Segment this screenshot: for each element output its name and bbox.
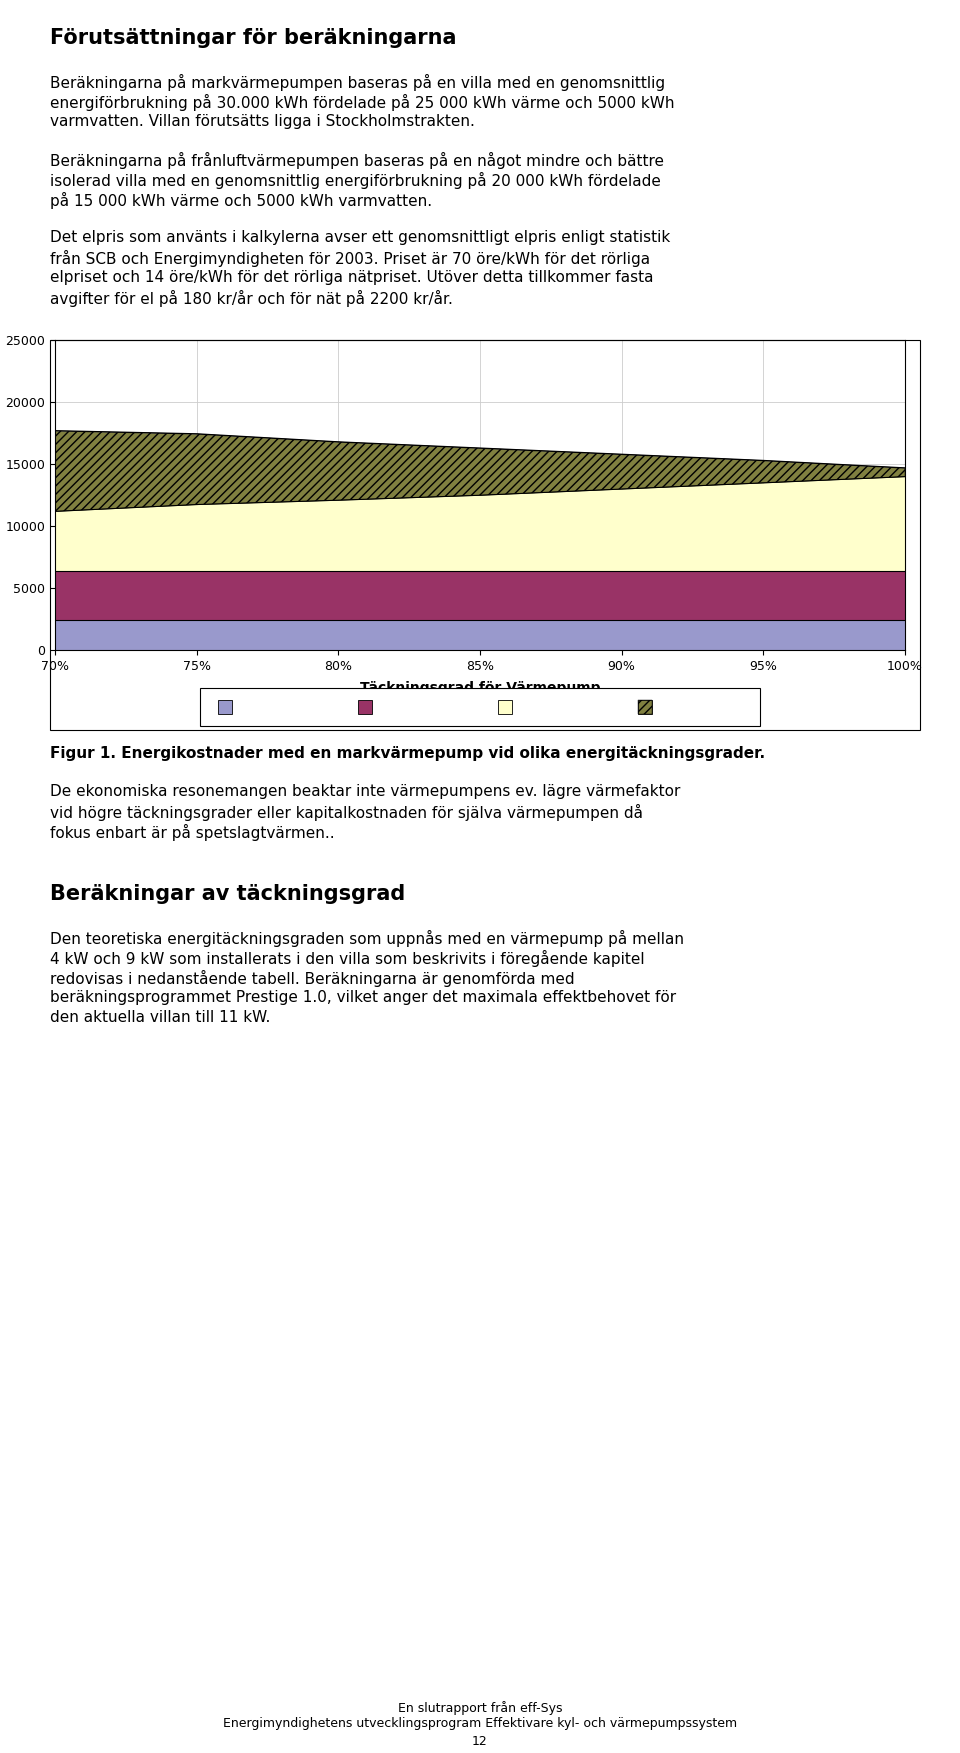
- X-axis label: Täckningsgrad för Värmepump: Täckningsgrad för Värmepump: [360, 682, 600, 694]
- Text: energiförbrukning på 30.000 kWh fördelade på 25 000 kWh värme och 5000 kWh: energiförbrukning på 30.000 kWh fördelad…: [50, 95, 675, 110]
- Text: 12: 12: [472, 1735, 488, 1748]
- Text: varmvatten. Villan förutsätts ligga i Stockholmstrakten.: varmvatten. Villan förutsätts ligga i St…: [50, 114, 475, 130]
- Text: fokus enbart är på spetslagtvärmen..: fokus enbart är på spetslagtvärmen..: [50, 824, 335, 841]
- Text: vid högre täckningsgrader eller kapitalkostnaden för själva värmepumpen då: vid högre täckningsgrader eller kapitalk…: [50, 805, 643, 820]
- Text: beräkningsprogrammet Prestige 1.0, vilket anger det maximala effektbehovet för: beräkningsprogrammet Prestige 1.0, vilke…: [50, 990, 676, 1004]
- Text: redovisas i nedanstående tabell. Beräkningarna är genomförda med: redovisas i nedanstående tabell. Beräkni…: [50, 969, 575, 987]
- Text: Det elpris som använts i kalkylerna avser ett genomsnittligt elpris enligt stati: Det elpris som använts i kalkylerna avse…: [50, 230, 670, 245]
- Text: Figur 1. Energikostnader med en markvärmepump vid olika energitäckningsgrader.: Figur 1. Energikostnader med en markvärm…: [50, 747, 765, 761]
- Text: En slutrapport från eff-Sys: En slutrapport från eff-Sys: [397, 1700, 563, 1714]
- Text: El (VP): El (VP): [516, 701, 557, 713]
- Text: Hushållsel: Hushållsel: [376, 701, 440, 713]
- Text: Beräkningarna på frånluftvärmepumpen baseras på en något mindre och bättre: Beräkningarna på frånluftvärmepumpen bas…: [50, 153, 664, 168]
- Text: Den teoretiska energitäckningsgraden som uppnås med en värmepump på mellan: Den teoretiska energitäckningsgraden som…: [50, 931, 684, 947]
- Text: Energimyndighetens utvecklingsprogram Effektivare kyl- och värmepumpssystem: Energimyndighetens utvecklingsprogram Ef…: [223, 1716, 737, 1730]
- Text: spets-el: spets-el: [656, 701, 706, 713]
- Text: avgifter för el på 180 kr/år och för nät på 2200 kr/år.: avgifter för el på 180 kr/år och för nät…: [50, 289, 453, 307]
- Text: De ekonomiska resonemangen beaktar inte värmepumpens ev. lägre värmefaktor: De ekonomiska resonemangen beaktar inte …: [50, 784, 681, 799]
- Text: från SCB och Energimyndigheten för 2003. Priset är 70 öre/kWh för det rörliga: från SCB och Energimyndigheten för 2003.…: [50, 251, 650, 266]
- Text: Beräkningarna på markvärmepumpen baseras på en villa med en genomsnittlig: Beräkningarna på markvärmepumpen baseras…: [50, 74, 665, 91]
- Text: 4 kW och 9 kW som installerats i den villa som beskrivits i föregående kapitel: 4 kW och 9 kW som installerats i den vil…: [50, 950, 644, 968]
- Text: isolerad villa med en genomsnittlig energiförbrukning på 20 000 kWh fördelade: isolerad villa med en genomsnittlig ener…: [50, 172, 660, 189]
- Text: elpriset och 14 öre/kWh för det rörliga nätpriset. Utöver detta tillkommer fasta: elpriset och 14 öre/kWh för det rörliga …: [50, 270, 654, 286]
- Text: på 15 000 kWh värme och 5000 kWh varmvatten.: på 15 000 kWh värme och 5000 kWh varmvat…: [50, 193, 432, 209]
- Text: Abonnemang: Abonnemang: [236, 701, 320, 713]
- Text: den aktuella villan till 11 kW.: den aktuella villan till 11 kW.: [50, 1010, 271, 1026]
- Text: Förutsättningar för beräkningarna: Förutsättningar för beräkningarna: [50, 28, 457, 47]
- Text: Beräkningar av täckningsgrad: Beräkningar av täckningsgrad: [50, 884, 405, 905]
